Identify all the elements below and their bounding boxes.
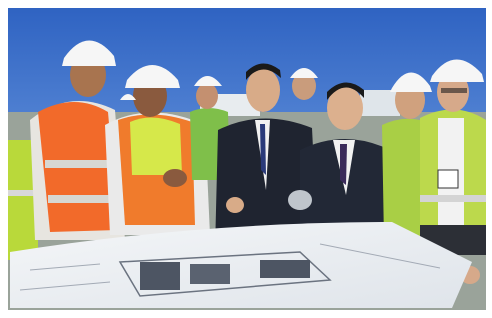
building xyxy=(360,90,400,116)
photo xyxy=(0,0,492,318)
scene xyxy=(8,8,486,310)
